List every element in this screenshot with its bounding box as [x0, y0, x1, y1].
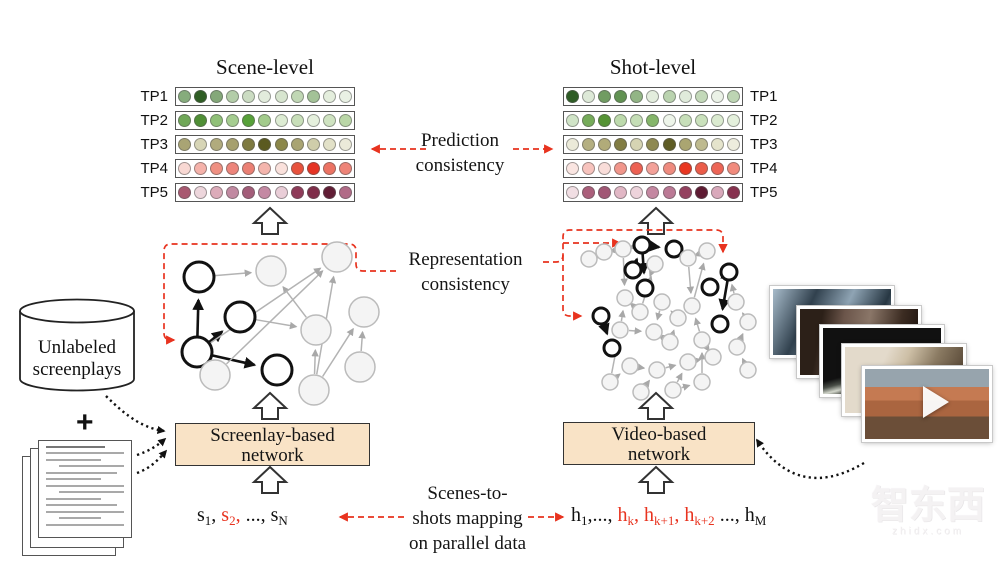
- graph-edge: [612, 373, 621, 382]
- graph-node: [683, 297, 701, 315]
- graph-edge-bold: [598, 322, 610, 336]
- graph-node: [298, 374, 330, 406]
- graph-node: [739, 313, 757, 331]
- representation-consistency-link-right-low: [562, 255, 583, 321]
- graph-edge: [282, 286, 307, 318]
- graph-node-highlighted: [635, 278, 655, 298]
- graph-edge: [693, 357, 702, 365]
- graph-node-highlighted: [182, 260, 216, 294]
- graph-edge: [255, 318, 298, 330]
- up-arrow-icon: [253, 392, 287, 420]
- graph-edge: [729, 283, 738, 294]
- graph-node-highlighted: [591, 306, 611, 326]
- graph-node: [661, 333, 679, 351]
- graph-edge: [741, 357, 749, 367]
- graph-node: [693, 331, 711, 349]
- graph-edge: [311, 348, 319, 375]
- graph-edge: [209, 267, 322, 344]
- graph-node: [632, 383, 650, 401]
- documents-to-network-arrow-1: [136, 437, 167, 457]
- graph-edge: [214, 269, 253, 277]
- graph-node: [727, 293, 745, 311]
- graph-node-highlighted: [719, 262, 739, 282]
- graph-edge: [665, 363, 677, 371]
- graph-node-highlighted: [260, 353, 294, 387]
- up-arrow-icon: [253, 466, 287, 494]
- graph-node: [648, 361, 666, 379]
- graph-node: [631, 303, 649, 321]
- graph-edge: [681, 383, 691, 391]
- graph-edge-bold: [718, 280, 731, 311]
- graph-edge: [322, 327, 354, 377]
- graph-node: [614, 240, 632, 258]
- graph-edge: [225, 270, 324, 365]
- graph-node: [621, 357, 639, 375]
- graph-node: [653, 293, 671, 311]
- graph-edge: [358, 330, 366, 352]
- graph-edge: [628, 327, 643, 335]
- graph-edge-bold: [192, 298, 204, 337]
- graph-node: [728, 338, 746, 356]
- graph-node: [646, 255, 664, 273]
- graph-edge: [648, 268, 656, 278]
- graph-node: [321, 241, 353, 273]
- graph-node: [679, 249, 697, 267]
- up-arrow-icon: [253, 207, 287, 235]
- graph-node: [679, 353, 697, 371]
- graph-node: [580, 250, 598, 268]
- graph-node: [698, 242, 716, 260]
- graph-node-highlighted: [602, 338, 622, 358]
- graph-edge: [675, 372, 683, 383]
- screenplays-to-network-arrow: [105, 395, 166, 435]
- graph-node: [348, 296, 380, 328]
- representation-consistency-link-left: [163, 243, 396, 345]
- video-to-network-arrow: [755, 438, 865, 480]
- documents-to-network-arrow-2: [136, 449, 168, 475]
- graph-edge-bold: [208, 330, 224, 343]
- graph-edge-bold: [637, 253, 650, 275]
- graph-node: [601, 373, 619, 391]
- scene-graph: [180, 241, 380, 406]
- graph-edge-bold: [212, 354, 257, 369]
- graph-node: [693, 373, 711, 391]
- screenplay-database-icon: [19, 298, 135, 392]
- graph-node: [255, 255, 287, 287]
- graph-node: [300, 314, 332, 346]
- graph-edge: [693, 262, 706, 298]
- graph-node-highlighted: [710, 314, 730, 334]
- graph-edge: [693, 317, 702, 332]
- graph-node: [664, 381, 682, 399]
- graph-edge: [637, 363, 646, 371]
- graph-edge: [686, 266, 695, 295]
- up-arrow-icon: [639, 466, 673, 494]
- graph-node-highlighted: [180, 335, 214, 369]
- graph-node-highlighted: [623, 260, 643, 280]
- graph-edge: [742, 312, 750, 321]
- graph-edge: [668, 329, 676, 338]
- graph-node: [704, 348, 722, 366]
- graph-node: [669, 309, 687, 327]
- graph-node: [616, 289, 634, 307]
- graph-node: [739, 361, 757, 379]
- graph-edge: [736, 332, 744, 342]
- graph-edge: [618, 309, 626, 322]
- graph-node: [595, 243, 613, 261]
- graph-node-highlighted: [664, 239, 684, 259]
- graph-node-highlighted: [700, 277, 720, 297]
- shot-graph: [580, 235, 757, 401]
- graph-node-highlighted: [223, 300, 257, 334]
- graph-edge: [655, 310, 663, 321]
- graph-node: [611, 321, 629, 339]
- representation-consistency-link-right-top: [543, 229, 728, 263]
- graph-node-highlighted: [632, 235, 652, 255]
- graph-edge-bold: [648, 240, 661, 252]
- graph-edge: [642, 379, 651, 388]
- graph-node: [645, 323, 663, 341]
- graph-node: [199, 359, 231, 391]
- graph-node: [344, 351, 376, 383]
